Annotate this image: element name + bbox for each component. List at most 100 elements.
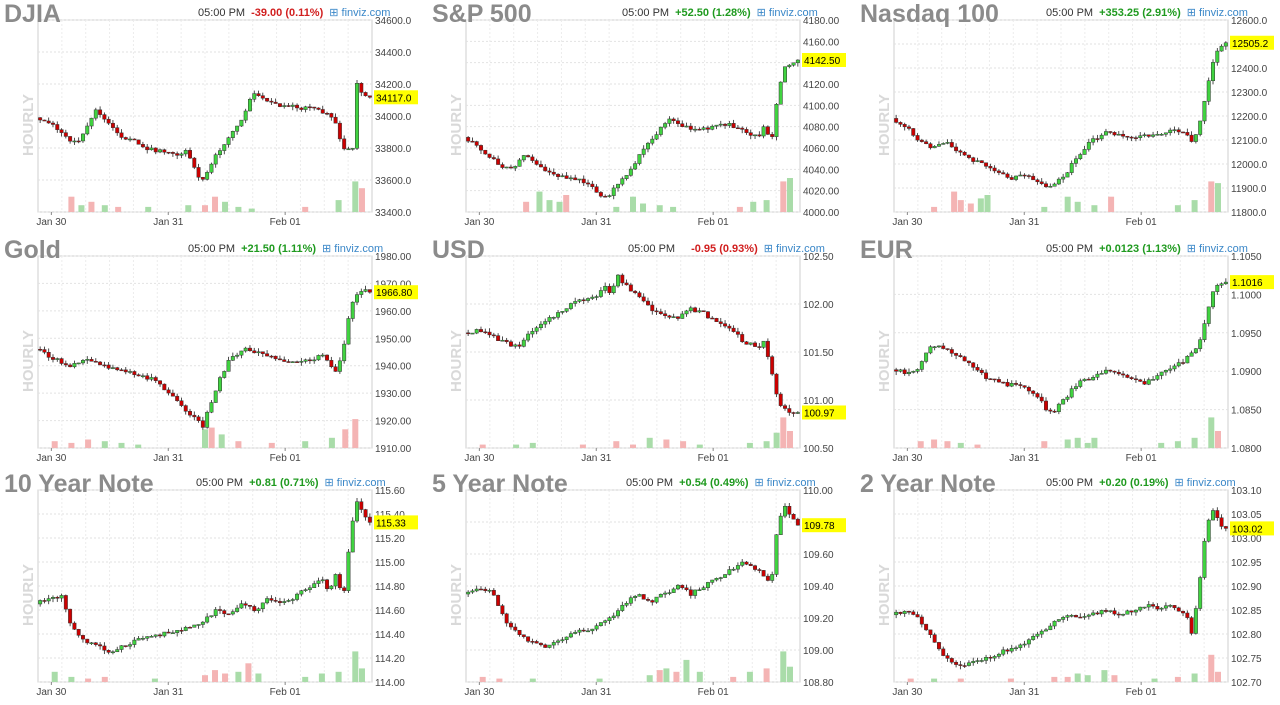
y-tick-label: 4120.00 [803, 80, 840, 91]
volume-bar [736, 206, 743, 212]
chart-panel-djia[interactable]: 34600.0 34400.0 34200.0 34000.0 33800.0 33600… [0, 0, 420, 234]
candle-body [508, 341, 513, 347]
finviz-link[interactable]: ⊞ finviz.com [756, 7, 818, 19]
candle-body [282, 359, 287, 362]
y-tick-label: 4020.00 [803, 187, 840, 198]
volume-bar [763, 668, 770, 682]
candle-body [714, 318, 719, 322]
chart-panel-5-year-note[interactable]: 110.00109.80109.60109.40109.20109.00108.… [428, 470, 848, 704]
chart-panel-eur[interactable]: 1.1050 1.1000 1.0950 1.0900 1.0850 1.0800 Jan … [856, 236, 1276, 470]
candle-body [513, 344, 518, 347]
candle-body [149, 147, 154, 151]
chart-panel-gold[interactable]: 1980.00 1970.00 1960.00 1950.00 1940.00 1930.… [0, 236, 420, 470]
candle-body [329, 360, 334, 367]
chart-change: +0.81 (0.71%) [249, 477, 319, 489]
volume-bar [145, 206, 152, 212]
chart-panel-sp500[interactable]: 4180.004160.004140.004120.004100.004080.… [428, 0, 848, 234]
candle-body [1048, 625, 1053, 631]
candle-body [663, 123, 668, 128]
candle-body [1095, 138, 1100, 140]
candle-body [470, 590, 475, 593]
candle-body [209, 163, 214, 173]
volume-bar [670, 206, 677, 212]
volume-bar [85, 678, 92, 682]
candle-body [1181, 131, 1186, 134]
candle-body [1005, 173, 1010, 178]
candle-body [761, 126, 766, 137]
candle-body [1219, 517, 1224, 527]
candle-body [705, 311, 710, 319]
candle-body [1163, 132, 1168, 135]
candle-body [1048, 186, 1053, 188]
candle-body [919, 616, 924, 625]
finviz-link[interactable]: ⊞ finviz.com [763, 243, 825, 255]
volume-bar [151, 678, 158, 682]
candle-body [701, 310, 706, 312]
candle-body [628, 597, 633, 604]
candle-body [239, 603, 244, 609]
finviz-link[interactable]: ⊞ finviz.com [322, 243, 384, 255]
candle-body [693, 589, 698, 596]
volume-bar [68, 676, 75, 682]
candle-body [346, 148, 351, 151]
candle-body [145, 146, 150, 151]
candle-body [1112, 610, 1117, 615]
candle-body [744, 129, 749, 133]
candle-body [907, 371, 911, 375]
candle-body [483, 588, 488, 591]
finviz-link[interactable]: ⊞ finviz.com [1186, 243, 1248, 255]
chart-panel-usd[interactable]: 102.50 102.00 101.50 101.00 100.50 Jan 30 Jan … [428, 236, 848, 470]
volume-bar [596, 678, 603, 682]
candle-body [710, 579, 715, 583]
candle-body [1198, 120, 1203, 135]
candle-body [680, 584, 685, 589]
candle-body [359, 291, 364, 295]
finviz-link[interactable]: ⊞ finviz.com [329, 7, 391, 19]
last-price-label: 103.02 [1232, 524, 1263, 535]
chart-panel-10-year-note[interactable]: 115.60115.40115.20115.00114.80114.60114.… [0, 470, 420, 704]
candle-body [1082, 149, 1087, 155]
candle-body [748, 132, 753, 136]
candle-body [132, 371, 137, 376]
candle-body [76, 140, 81, 143]
candle-body [543, 321, 548, 325]
candle-body [564, 175, 569, 179]
finviz-link[interactable]: ⊞ finviz.com [1174, 477, 1236, 489]
volume-bar [496, 678, 503, 682]
finviz-link[interactable]: ⊞ finviz.com [754, 477, 816, 489]
candle-body [765, 340, 770, 357]
source-label: finviz.com [768, 7, 818, 19]
candle-body [637, 292, 642, 298]
chart-info: 05:00 PM +353.25 (2.91%) ⊞ finviz.com [1046, 6, 1248, 19]
candle-body [1211, 510, 1215, 521]
chart-change: +0.20 (0.19%) [1099, 477, 1169, 489]
volume-bar [202, 429, 208, 448]
candle-body [928, 346, 933, 354]
candle-body [551, 642, 556, 646]
candle-body [624, 602, 629, 606]
candle-body [188, 411, 192, 416]
candle-body [196, 624, 201, 626]
volume-bar [335, 671, 342, 682]
candle-body [693, 128, 698, 131]
y-tick-label: 4160.00 [803, 37, 840, 48]
candle-body [705, 582, 710, 588]
candle-body [299, 361, 304, 363]
candle-body [646, 300, 650, 306]
candle-body [1146, 379, 1151, 385]
hourly-label: HOURLY [876, 330, 893, 392]
finviz-link[interactable]: ⊞ finviz.com [324, 477, 386, 489]
candle-body [984, 657, 989, 661]
candle-body [898, 122, 903, 125]
candle-body [735, 127, 740, 130]
chart-panel-nasdaq100[interactable]: 12600.012500.012400.012300.012200.012100… [856, 0, 1276, 234]
volume-bar [248, 208, 255, 212]
candle-body [945, 655, 950, 659]
candle-body [658, 311, 663, 314]
candle-body [466, 591, 471, 595]
chart-panel-2-year-note[interactable]: 103.10 103.05 103.00 102.95 102.90 102.85 102.… [856, 470, 1276, 704]
finviz-link[interactable]: ⊞ finviz.com [1186, 7, 1248, 19]
candle-body [500, 339, 505, 342]
last-price-tag [374, 285, 418, 300]
source-label: finviz.com [341, 7, 391, 19]
